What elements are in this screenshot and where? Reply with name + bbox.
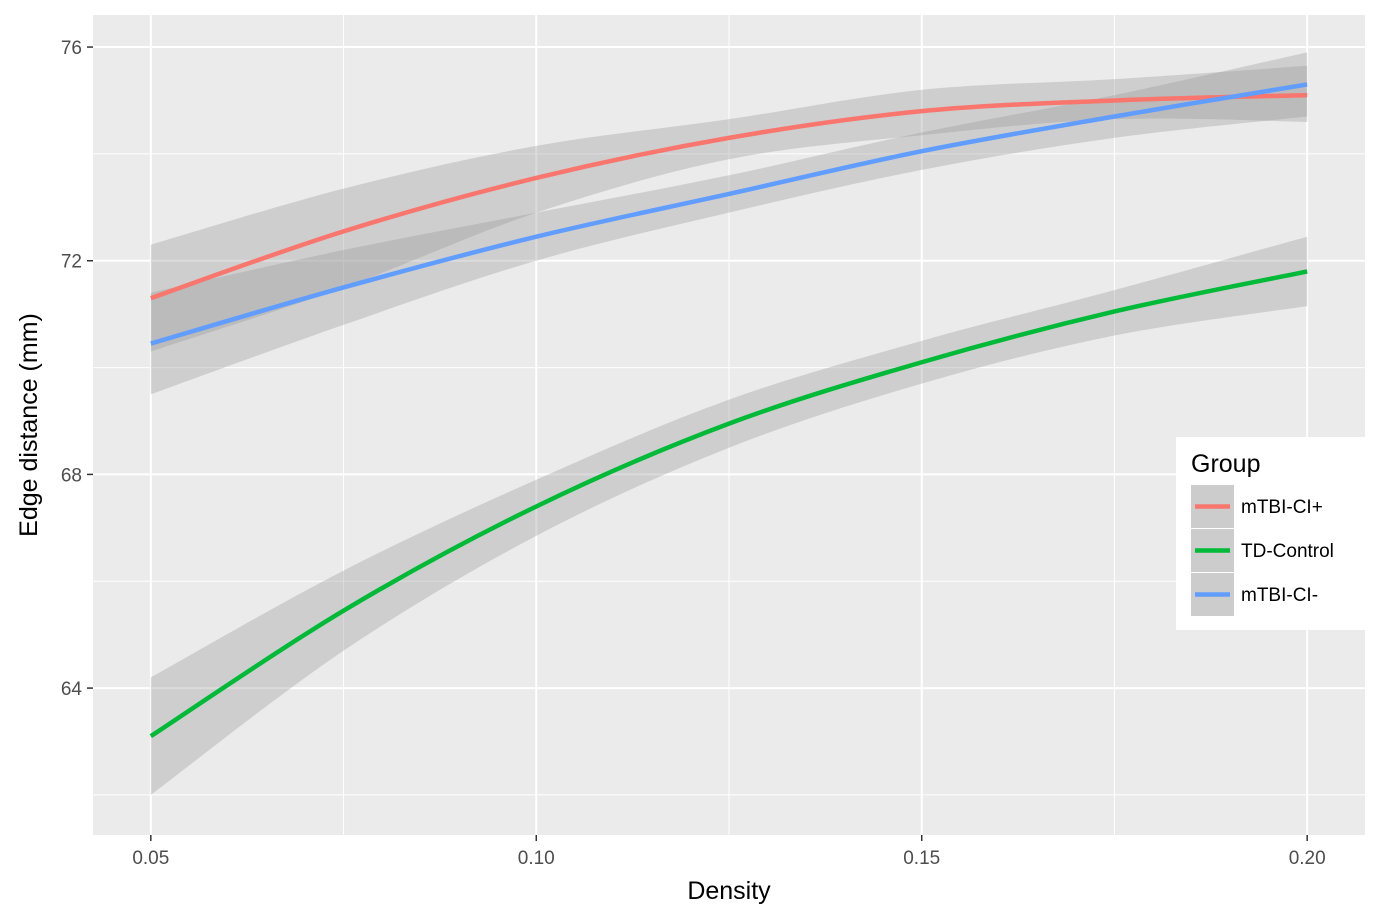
x-tick-label: 0.15 — [903, 848, 940, 869]
line-mtbi-ci — [150, 92, 1308, 301]
y-axis-title: Edge distance (mm) — [15, 313, 43, 537]
y-tick-label: 76 — [61, 38, 82, 59]
legend-label-td-control: TD-Control — [1241, 541, 1334, 562]
ribbon-mtbi-ci — [150, 65, 1308, 352]
ribbon-mtbi-ci — [150, 52, 1308, 395]
x-axis-title: Density — [687, 877, 771, 905]
legend-label-mtbi-ci: mTBI-CI+ — [1241, 497, 1323, 518]
x-axis: 0.05 0.10 0.15 0.20 — [132, 835, 1326, 869]
legend-items: mTBI-CI+ TD-Control mTBI-CI- — [1191, 485, 1334, 616]
x-tick-label: 0.20 — [1289, 848, 1326, 869]
legend-label-mtbi-ci: mTBI-CI- — [1241, 585, 1318, 606]
grid-major — [93, 15, 1365, 835]
legend-title: Group — [1191, 450, 1260, 478]
y-tick-label: 72 — [61, 252, 82, 273]
series-lines — [149, 82, 1308, 739]
x-tick-label: 0.05 — [132, 848, 169, 869]
line-td-control — [149, 269, 1308, 739]
y-tick-label: 68 — [61, 465, 82, 486]
y-axis: 64 68 72 76 — [61, 38, 93, 700]
x-tick-label: 0.10 — [518, 848, 555, 869]
legend: Group mTBI-CI+ TD-Control mTBI-CI- — [1176, 437, 1366, 630]
y-tick-label: 64 — [61, 679, 83, 700]
line-mtbi-ci — [150, 82, 1308, 346]
